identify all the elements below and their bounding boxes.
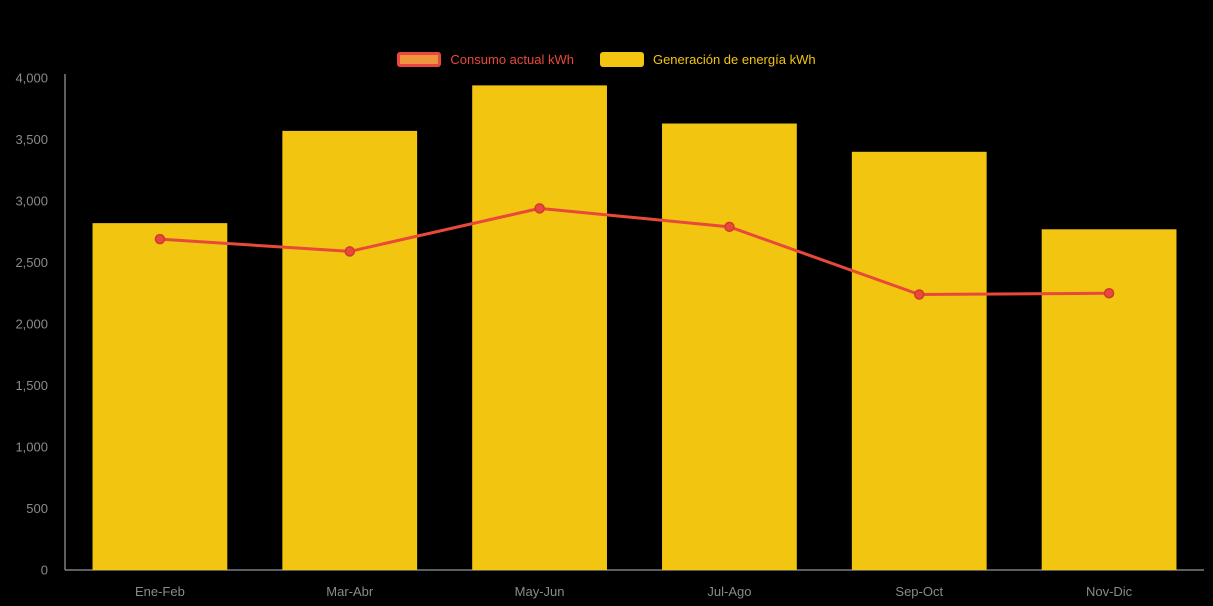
x-tick-label: May-Jun xyxy=(515,584,565,599)
bar[interactable] xyxy=(92,223,228,570)
bar[interactable] xyxy=(851,151,987,571)
x-tick-label: Ene-Feb xyxy=(135,584,185,599)
chart-legend: Consumo actual kWh Generación de energía… xyxy=(0,52,1213,67)
x-tick-label: Jul-Ago xyxy=(707,584,751,599)
y-tick-label: 2,500 xyxy=(15,255,48,270)
line-point[interactable] xyxy=(1103,288,1115,299)
y-tick-label: 3,000 xyxy=(15,194,48,209)
bar[interactable] xyxy=(472,85,607,570)
y-tick-label: 1,500 xyxy=(15,378,48,393)
legend-label: Consumo actual kWh xyxy=(450,52,574,67)
y-tick-label: 4,000 xyxy=(15,71,48,86)
y-tick-label: 3,500 xyxy=(15,132,48,147)
x-tick-label: Mar-Abr xyxy=(326,584,374,599)
legend-item-generacion[interactable]: Generación de energía kWh xyxy=(599,52,816,67)
legend-item-consumo[interactable]: Consumo actual kWh xyxy=(397,52,574,67)
y-tick-label: 1,000 xyxy=(15,440,48,455)
bar[interactable] xyxy=(662,123,797,570)
line-point[interactable] xyxy=(914,289,925,300)
y-tick-label: 500 xyxy=(26,501,48,516)
y-tick-label: 2,000 xyxy=(15,317,48,332)
x-tick-label: Nov-Dic xyxy=(1086,584,1133,599)
legend-label: Generación de energía kWh xyxy=(652,52,816,67)
line-point[interactable] xyxy=(344,246,355,257)
line-point[interactable] xyxy=(154,233,166,245)
bar-series-swatch-icon xyxy=(599,52,644,67)
line-point[interactable] xyxy=(724,221,735,233)
y-tick-label: 0 xyxy=(41,563,48,578)
bar[interactable] xyxy=(1041,229,1177,571)
line-point[interactable] xyxy=(534,203,545,214)
bar[interactable] xyxy=(282,130,418,570)
x-tick-label: Sep-Oct xyxy=(895,584,943,599)
line-series-swatch-icon xyxy=(397,52,442,67)
line-series xyxy=(158,206,1111,296)
